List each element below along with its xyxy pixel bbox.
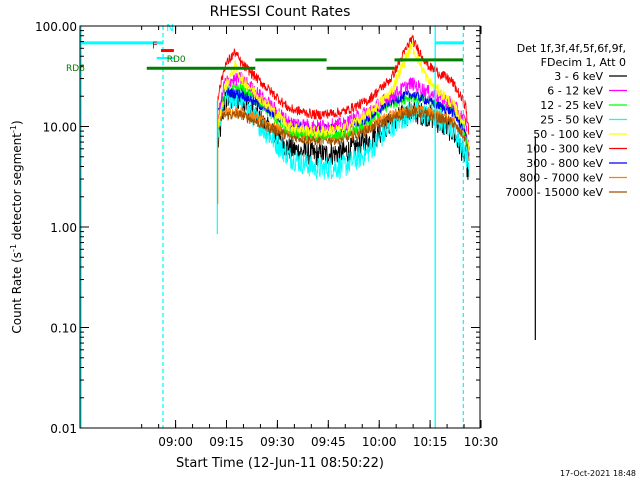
y-axis-label-mid: detector segment <box>10 133 24 244</box>
y-tick-label-4: 10.00 <box>43 121 77 135</box>
y-axis-label-end: ) <box>10 120 24 125</box>
chart-title: RHESSI Count Rates <box>210 4 351 20</box>
y-axis-label-main: Count Rate (s <box>10 252 24 334</box>
axis-layer: 0.01 0.10 1.00 10.00 100.00 09:00 09:15 09:30 09… <box>35 20 498 449</box>
series-line-6 <box>217 34 470 135</box>
footer-date: 17-Oct-2021 18:48 <box>560 469 636 478</box>
legend-label-2: 6 - 12 keV <box>547 85 603 98</box>
x-tick-label-7: 10:30 <box>464 435 499 449</box>
y-axis-label: Count Rate (s-1 detector segment-1) <box>9 120 24 333</box>
y-tick-label-1: 0.01 <box>50 422 77 436</box>
x-tick-label-5: 10:00 <box>362 435 397 449</box>
legend-header-line-2: FDecim 1, Att 0 <box>541 56 626 69</box>
legend-label-4: 25 - 50 keV <box>540 114 603 127</box>
night-label: N <box>166 23 173 34</box>
rd6-label: RD6 <box>66 64 85 74</box>
legend-label-3: 12 - 25 keV <box>540 99 603 112</box>
flare-label: F <box>152 41 158 52</box>
series-layer <box>216 34 536 341</box>
legend-header-line-1: Det 1f,3f,4f,5f,6f,9f, <box>517 42 626 55</box>
series-line-5 <box>217 40 470 152</box>
y-tick-label-5: 100.00 <box>35 20 77 34</box>
legend-label-9: 7000 - 15000 keV <box>505 186 603 199</box>
x-tick-label-6: 10:15 <box>413 435 448 449</box>
y-axis-label-sup1: -1 <box>9 244 18 252</box>
y-tick-label-3: 1.00 <box>50 221 77 235</box>
rd0-label: RD0 <box>167 55 186 65</box>
x-tick-label-3: 09:30 <box>260 435 295 449</box>
x-tick-label-4: 09:45 <box>311 435 346 449</box>
legend-label-6: 100 - 300 keV <box>526 143 603 156</box>
legend-label-1: 3 - 6 keV <box>554 70 603 83</box>
series-line-2 <box>217 71 470 157</box>
legend-label-8: 800 - 7000 keV <box>519 172 603 185</box>
x-tick-label-2: 09:15 <box>209 435 244 449</box>
legend-label-7: 300 - 800 keV <box>526 157 603 170</box>
legend: Det 1f,3f,4f,5f,6f,9f, FDecim 1, Att 0 3… <box>505 42 627 199</box>
x-tick-label-1: 09:00 <box>158 435 193 449</box>
x-axis-label: Start Time (12-Jun-11 08:50:22) <box>176 456 384 471</box>
y-axis-label-sup2: -1 <box>9 125 18 133</box>
legend-label-5: 50 - 100 keV <box>533 128 603 141</box>
y-tick-label-2: 0.10 <box>50 322 77 336</box>
series-line-4 <box>217 84 470 181</box>
